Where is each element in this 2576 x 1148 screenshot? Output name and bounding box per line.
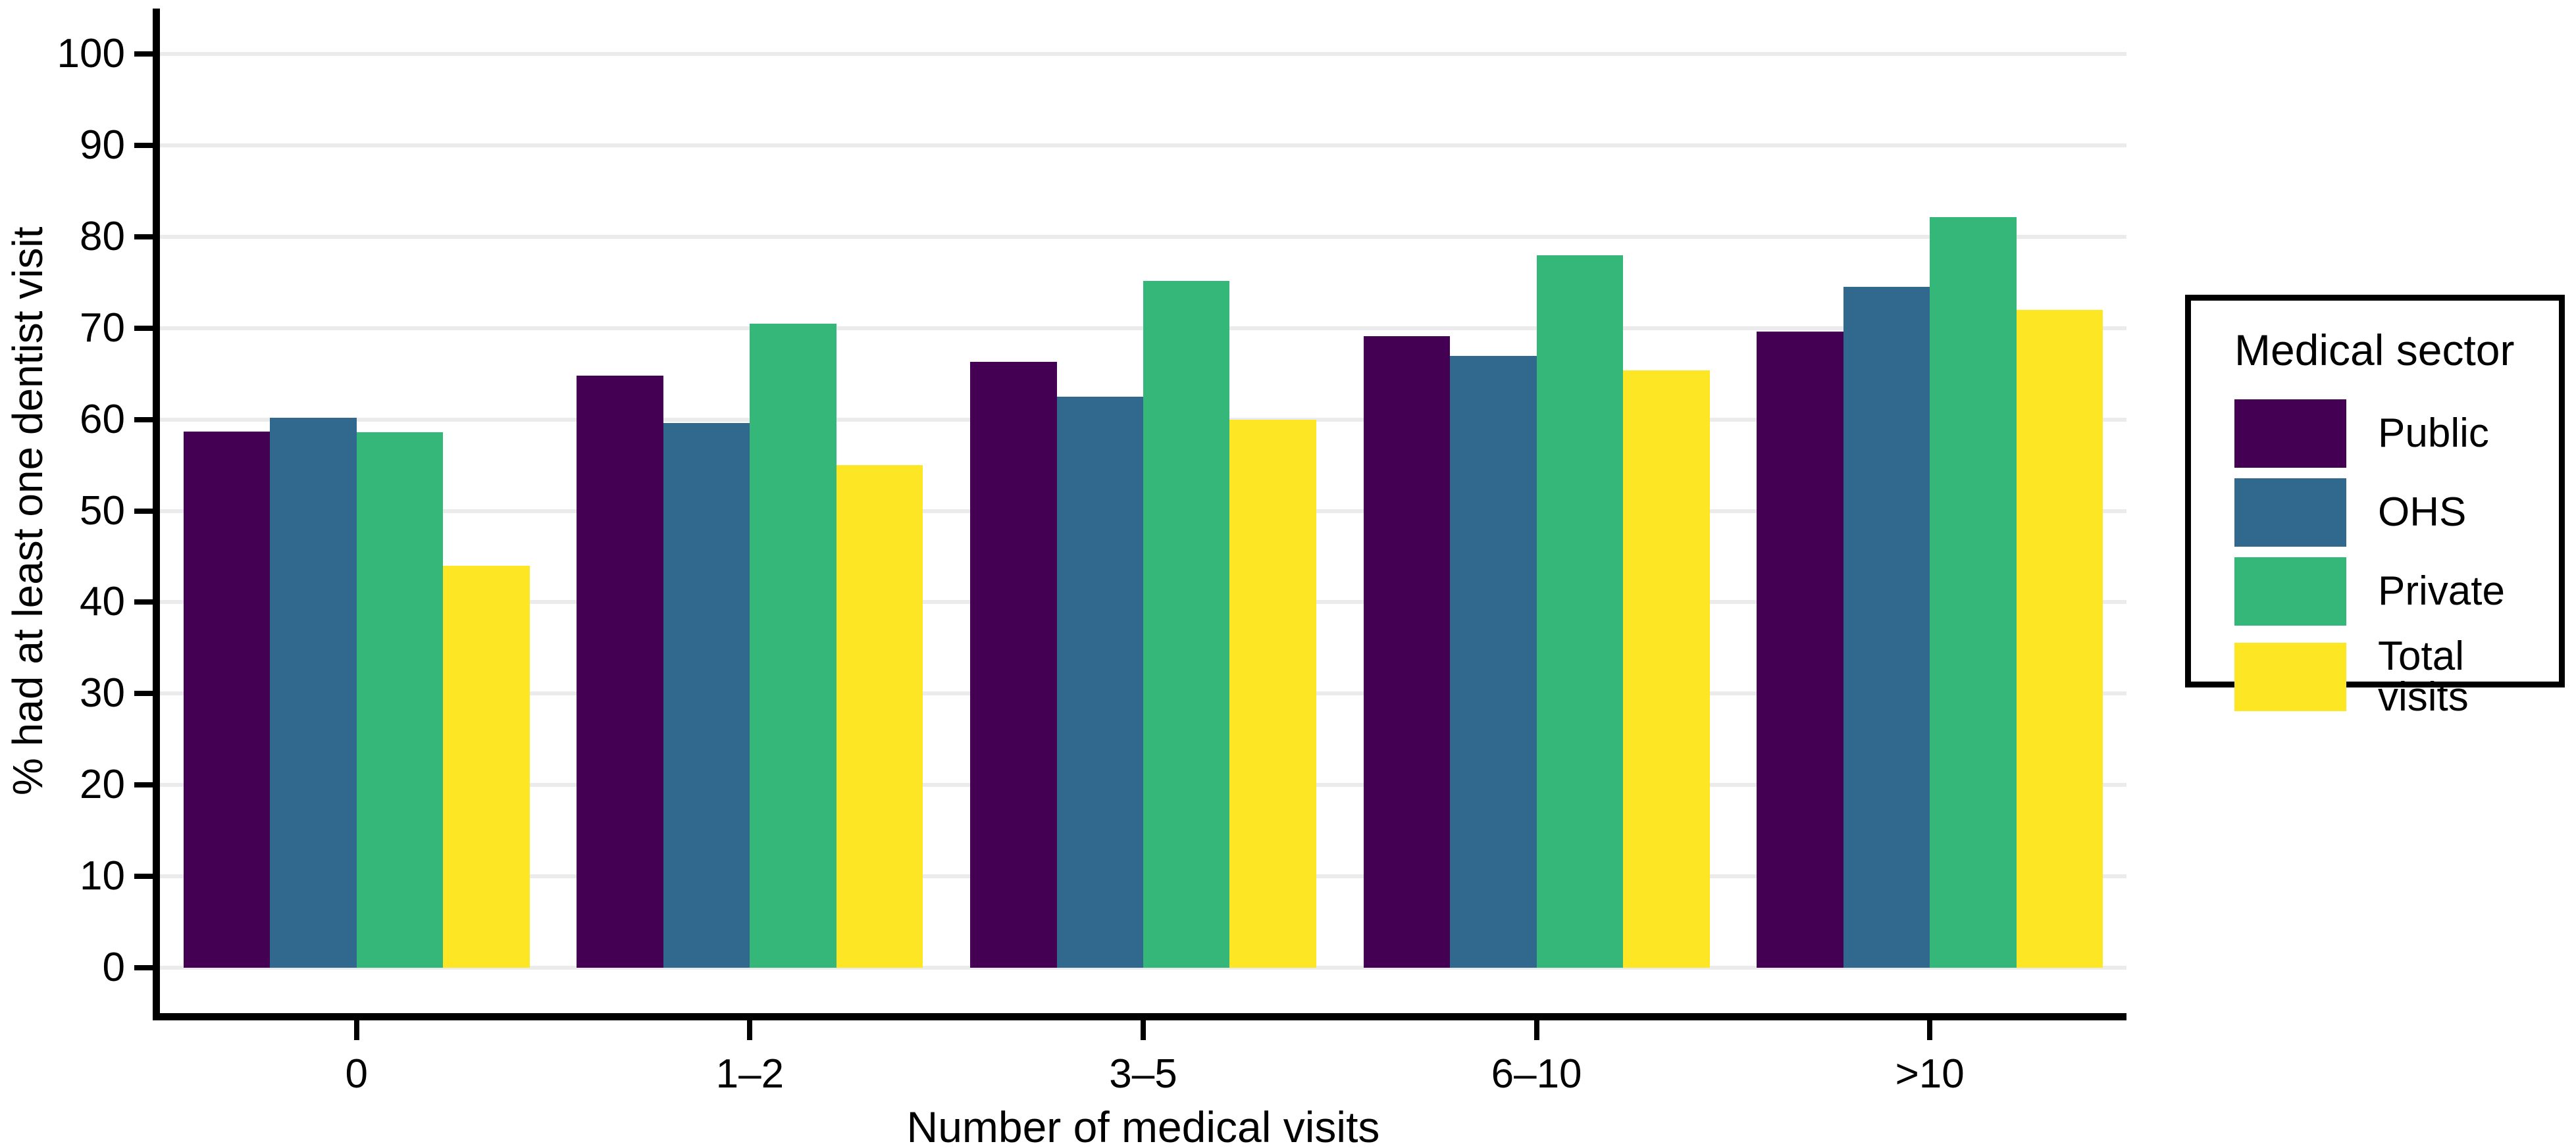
legend-swatch-public [2234, 399, 2346, 468]
x-tick-mark [1927, 1020, 1933, 1040]
y-tick-mark [134, 234, 153, 240]
y-tick-mark [134, 782, 153, 787]
y-tick-mark [134, 691, 153, 697]
y-tick-label: 10 [80, 853, 125, 899]
x-tick-mark [747, 1020, 753, 1040]
category-slot [160, 9, 554, 968]
x-tick-label: 6–10 [1491, 1051, 1582, 1097]
bar-total-visits [836, 465, 923, 968]
bar-group [1363, 9, 1710, 968]
y-tick: 60 [80, 399, 153, 440]
y-tick-mark [134, 873, 153, 879]
x-tick-label: 1–2 [715, 1051, 785, 1097]
bar-total-visits [443, 565, 530, 968]
y-tick-label: 80 [80, 214, 125, 260]
y-tick: 100 [57, 34, 153, 74]
bar-group [1757, 9, 2103, 968]
y-axis-spine [153, 9, 160, 1020]
bar-group [970, 9, 1316, 968]
gridline [160, 235, 2126, 239]
bar-group [183, 9, 530, 968]
legend-item-total-visits: Total visits [2234, 636, 2546, 718]
legend-items: Public OHS Private Total visits [2234, 399, 2546, 718]
y-tick-mark [134, 964, 153, 970]
bar-public [183, 431, 270, 968]
legend-item-private: Private [2234, 557, 2546, 626]
bar-total-visits [1623, 370, 1710, 968]
bar-public [1363, 336, 1451, 968]
y-tick-mark [134, 416, 153, 422]
x-tick-label: 0 [345, 1051, 369, 1097]
x-tick-label: 3–5 [1109, 1051, 1177, 1097]
y-tick-label: 0 [102, 944, 125, 990]
category-slot [554, 9, 947, 968]
y-tick-mark [134, 51, 153, 57]
legend-label: Private [2378, 568, 2505, 614]
legend-item-public: Public [2234, 399, 2546, 468]
bar-private [1536, 255, 1624, 968]
legend-item-ohs: OHS [2234, 478, 2546, 547]
x-tick-mark [353, 1020, 359, 1040]
y-tick-label: 40 [80, 579, 125, 625]
bars-layer [160, 9, 2126, 968]
category-slot [946, 9, 1340, 968]
legend-label: OHS [2378, 489, 2467, 535]
gridline [160, 52, 2126, 57]
legend: Medical sector Public OHS Private Total vis… [2185, 295, 2565, 718]
x-tick-labels: 0 1–2 3–5 6–10 >10 [160, 1054, 2126, 1095]
bar-public [1757, 332, 1843, 968]
y-tick: 50 [80, 487, 153, 534]
y-axis: 0 10 20 30 40 50 60 70 80 90 100 [0, 9, 153, 1013]
y-tick-mark [134, 143, 153, 149]
bar-ohs [270, 417, 357, 968]
y-tick-label: 60 [80, 396, 125, 442]
bar-public [577, 376, 663, 968]
bar-public [970, 362, 1057, 968]
bar-private [750, 323, 837, 968]
legend-swatch-private [2234, 557, 2346, 626]
bar-private [356, 432, 444, 968]
legend-label: Total visits [2378, 634, 2469, 720]
bar-total-visits [1229, 419, 1316, 968]
bar-private [1930, 216, 2017, 968]
x-tick-label: >10 [1895, 1051, 1965, 1097]
y-tick: 0 [103, 947, 153, 988]
y-tick: 20 [80, 764, 153, 805]
y-tick: 70 [80, 305, 153, 351]
bar-ohs [663, 423, 750, 968]
legend-title: Medical sector [2234, 326, 2515, 374]
legend-label: Public [2378, 411, 2489, 456]
plot-area: 0 1–2 3–5 6–10 >10 Number of medical visits [153, 9, 2126, 1148]
bar-ohs [1056, 397, 1143, 968]
y-tick: 80 [80, 216, 153, 257]
category-slot [1340, 9, 1734, 968]
category-slot [1733, 9, 2126, 968]
bar-private [1143, 280, 1230, 968]
y-tick-label: 20 [80, 761, 125, 807]
y-tick-label: 100 [57, 31, 125, 77]
y-tick-label: 50 [80, 487, 125, 534]
x-tick-mark [1141, 1020, 1146, 1040]
y-tick-label: 90 [80, 122, 125, 168]
y-tick-label: 70 [80, 305, 125, 351]
legend-swatch-ohs [2234, 478, 2346, 547]
bar-ohs [1843, 287, 1930, 968]
bar-group [577, 9, 923, 968]
y-tick: 90 [80, 125, 153, 166]
x-axis-title: Number of medical visits [906, 1103, 1380, 1148]
gridline [160, 143, 2126, 148]
y-tick-label: 30 [80, 670, 125, 716]
x-axis-spine [153, 1013, 2126, 1020]
y-tick-mark [134, 508, 153, 514]
legend-swatch-total-visits [2234, 643, 2346, 711]
bar-total-visits [2016, 310, 2103, 968]
y-tick: 30 [80, 673, 153, 714]
x-tick-mark [1533, 1020, 1539, 1040]
y-tick-mark [134, 325, 153, 331]
y-tick: 40 [80, 582, 153, 622]
y-tick: 10 [80, 853, 153, 899]
y-tick-mark [134, 599, 153, 605]
bar-ohs [1450, 355, 1537, 968]
